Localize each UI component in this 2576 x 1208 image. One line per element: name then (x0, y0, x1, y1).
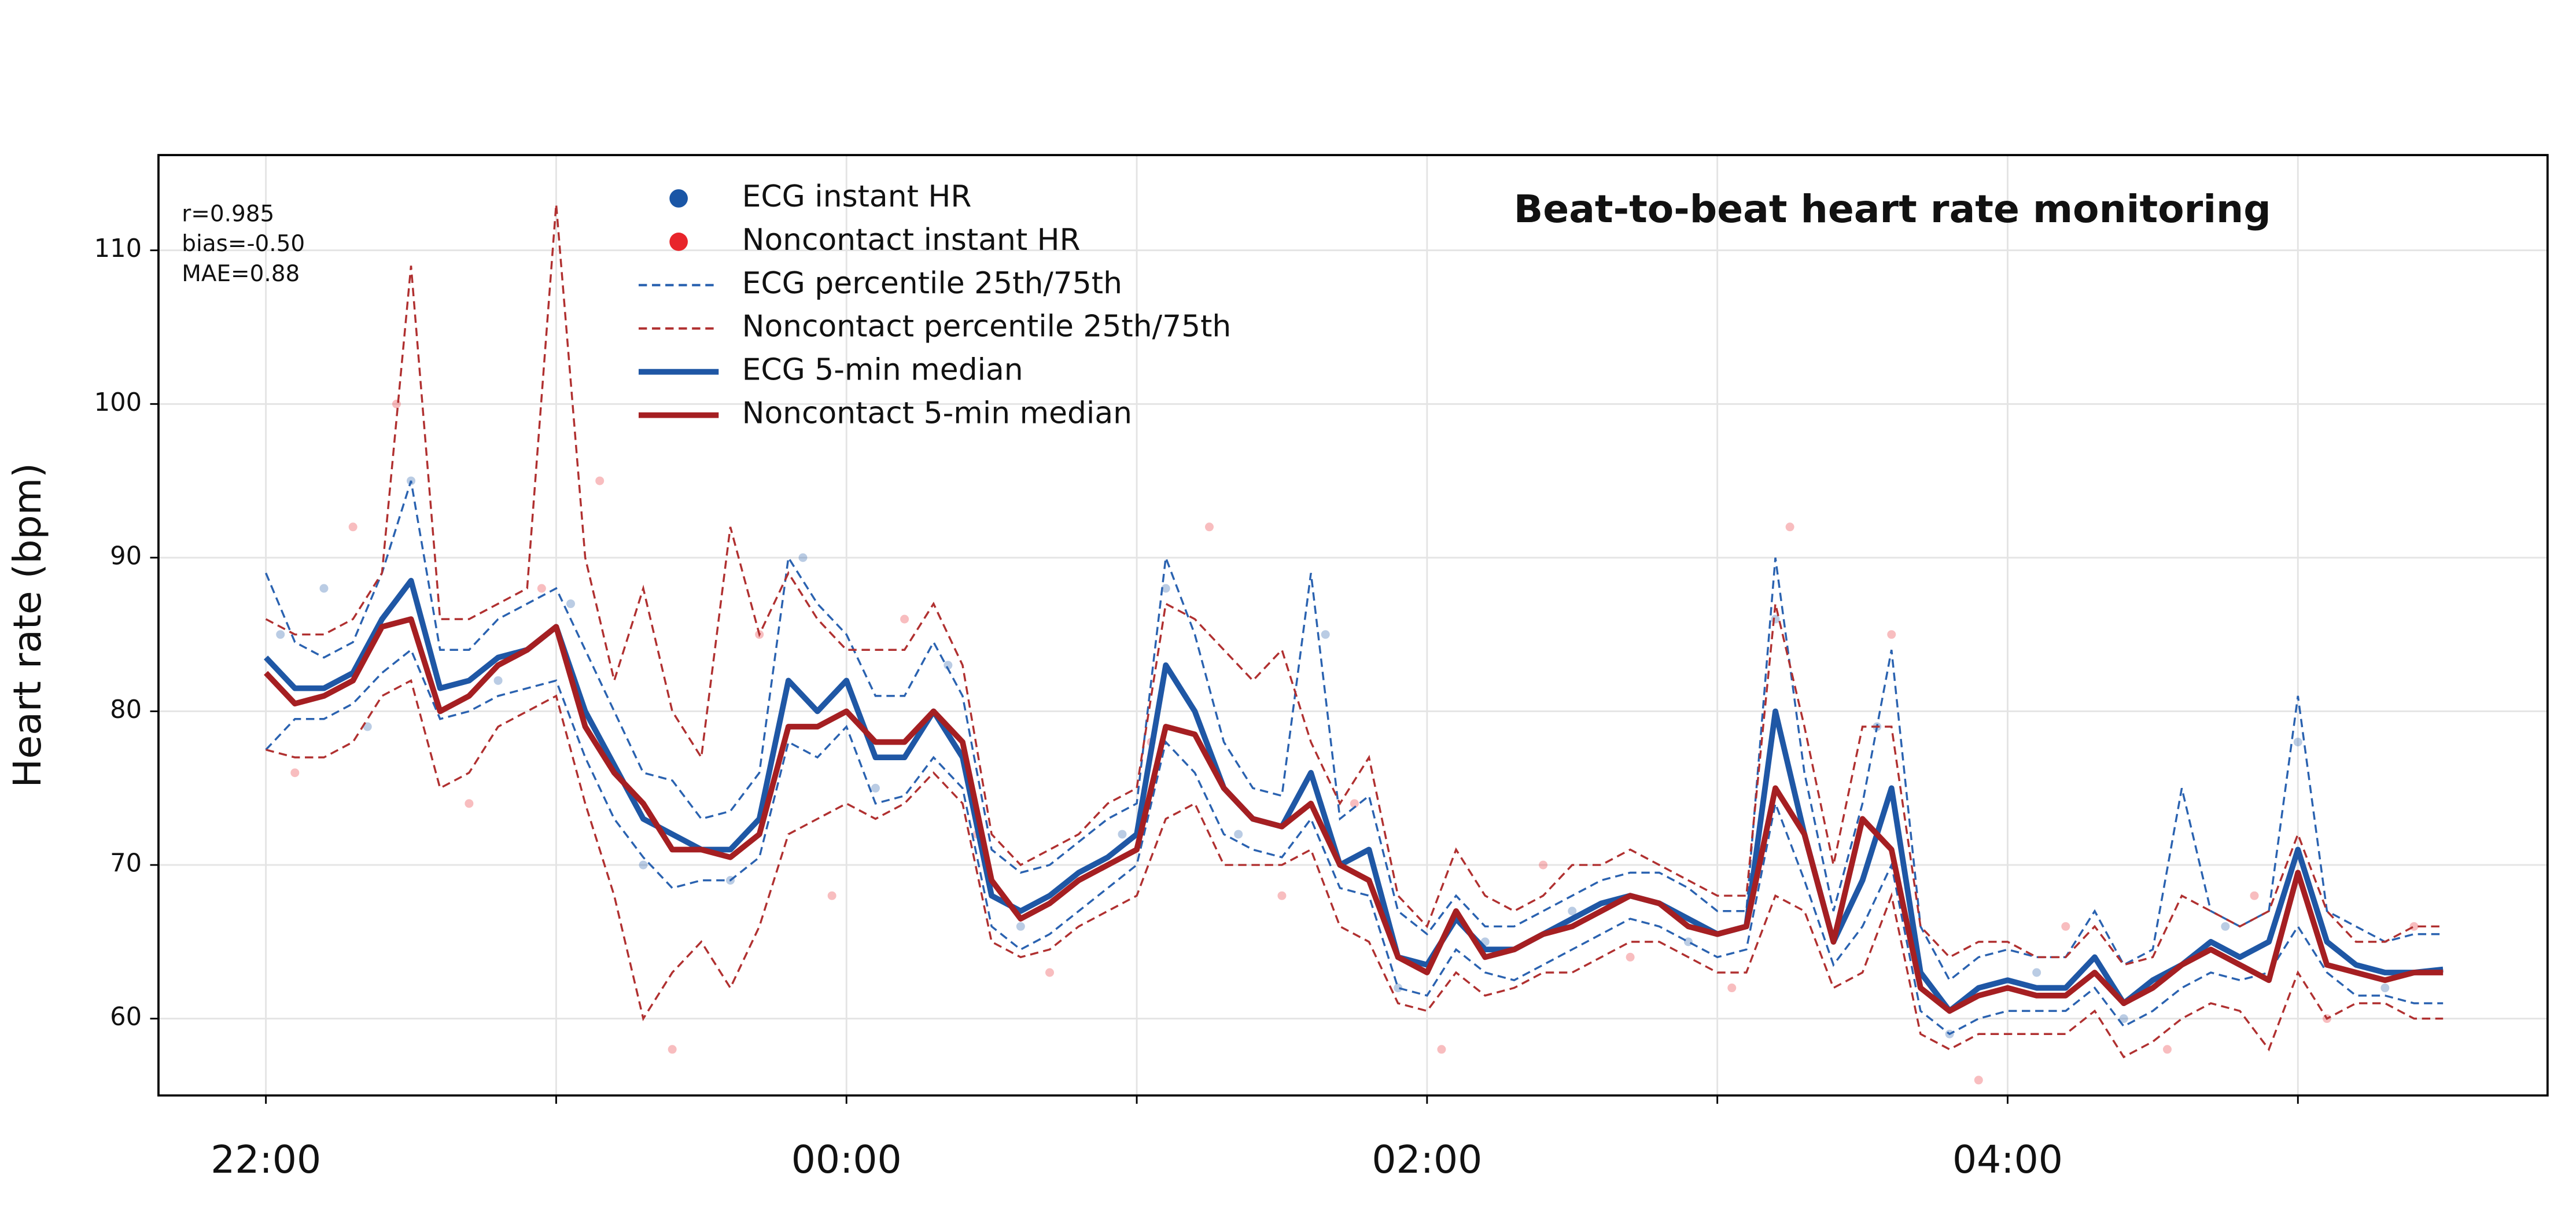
x-tick-label: 00:00 (791, 1137, 902, 1182)
data-point (2250, 891, 2259, 900)
legend-label: ECG instant HR (742, 179, 972, 214)
data-point (2221, 922, 2230, 931)
data-point (1394, 984, 1403, 993)
x-tick-label: 04:00 (1952, 1137, 2063, 1182)
data-point (1205, 522, 1214, 532)
data-point (290, 768, 300, 778)
y-tick-label: 110 (94, 234, 142, 263)
data-point (2409, 922, 2419, 931)
data-point (639, 860, 648, 870)
legend-label: Noncontact instant HR (742, 223, 1081, 257)
data-point (1974, 1076, 1983, 1085)
data-point (2380, 984, 2390, 993)
data-point (1277, 891, 1287, 900)
data-point (1727, 984, 1737, 993)
data-point (537, 584, 546, 593)
data-point (900, 614, 909, 624)
data-point (2061, 922, 2070, 931)
percentile-line (266, 679, 2444, 1059)
data-point (1568, 907, 1577, 916)
data-point (392, 399, 401, 408)
percentile-line (265, 204, 2444, 966)
data-point (465, 799, 474, 808)
data-point (1161, 584, 1170, 593)
stat-annotation: bias=-0.50 (182, 231, 305, 257)
y-tick-label: 70 (110, 849, 142, 878)
data-point (1785, 522, 1794, 532)
data-point (1045, 968, 1055, 977)
data-point (668, 1045, 677, 1054)
grid (158, 155, 2548, 1096)
data-point (2293, 738, 2302, 747)
data-point (2119, 1014, 2128, 1023)
data-point (1626, 952, 1635, 962)
plot-frame (157, 154, 2549, 1097)
plot-area (264, 204, 2444, 1085)
data-point (1321, 630, 1330, 639)
y-tick-label: 90 (110, 542, 142, 570)
y-tick-label: 100 (94, 388, 142, 417)
data-point (2162, 1045, 2172, 1054)
stat-annotation: r=0.985 (182, 201, 274, 227)
data-point (595, 476, 605, 485)
percentile-line (265, 648, 2444, 1036)
legend-label: Noncontact 5-min median (742, 396, 1132, 431)
data-point (493, 676, 503, 685)
data-point (871, 783, 880, 793)
data-point (363, 722, 372, 731)
data-point (348, 522, 358, 532)
data-point (944, 661, 953, 670)
stat-annotation: MAE=0.88 (182, 261, 300, 287)
chart-title: Beat-to-beat heart rate monitoring (1514, 186, 2271, 231)
data-point (1887, 630, 1896, 639)
data-point (1118, 830, 1127, 839)
legend-label: ECG percentile 25th/75th (742, 266, 1122, 301)
legend-label: Noncontact percentile 25th/75th (742, 310, 1232, 344)
data-point (798, 553, 808, 562)
data-point (1539, 860, 1548, 870)
y-tick-label: 60 (110, 1003, 142, 1032)
median-line (264, 577, 2444, 1014)
x-tick-label: 22:00 (211, 1137, 321, 1182)
data-point (2032, 968, 2041, 977)
median-line (264, 616, 2444, 1014)
data-point (1350, 799, 1359, 808)
data-point (1683, 937, 1693, 946)
y-axis-label: Heart rate (bpm) (5, 463, 50, 788)
percentile-line (265, 480, 2444, 982)
data-point (566, 599, 576, 609)
data-point (1016, 922, 1025, 931)
legend-marker (669, 189, 688, 208)
legend-label: ECG 5-min median (742, 353, 1023, 388)
data-point (319, 584, 329, 593)
data-point (1437, 1045, 1446, 1054)
y-tick-label: 80 (110, 695, 142, 724)
data-point (1234, 830, 1243, 839)
x-tick-label: 02:00 (1372, 1137, 1482, 1182)
legend-marker (669, 233, 688, 251)
data-point (276, 630, 285, 639)
data-point (827, 891, 836, 900)
